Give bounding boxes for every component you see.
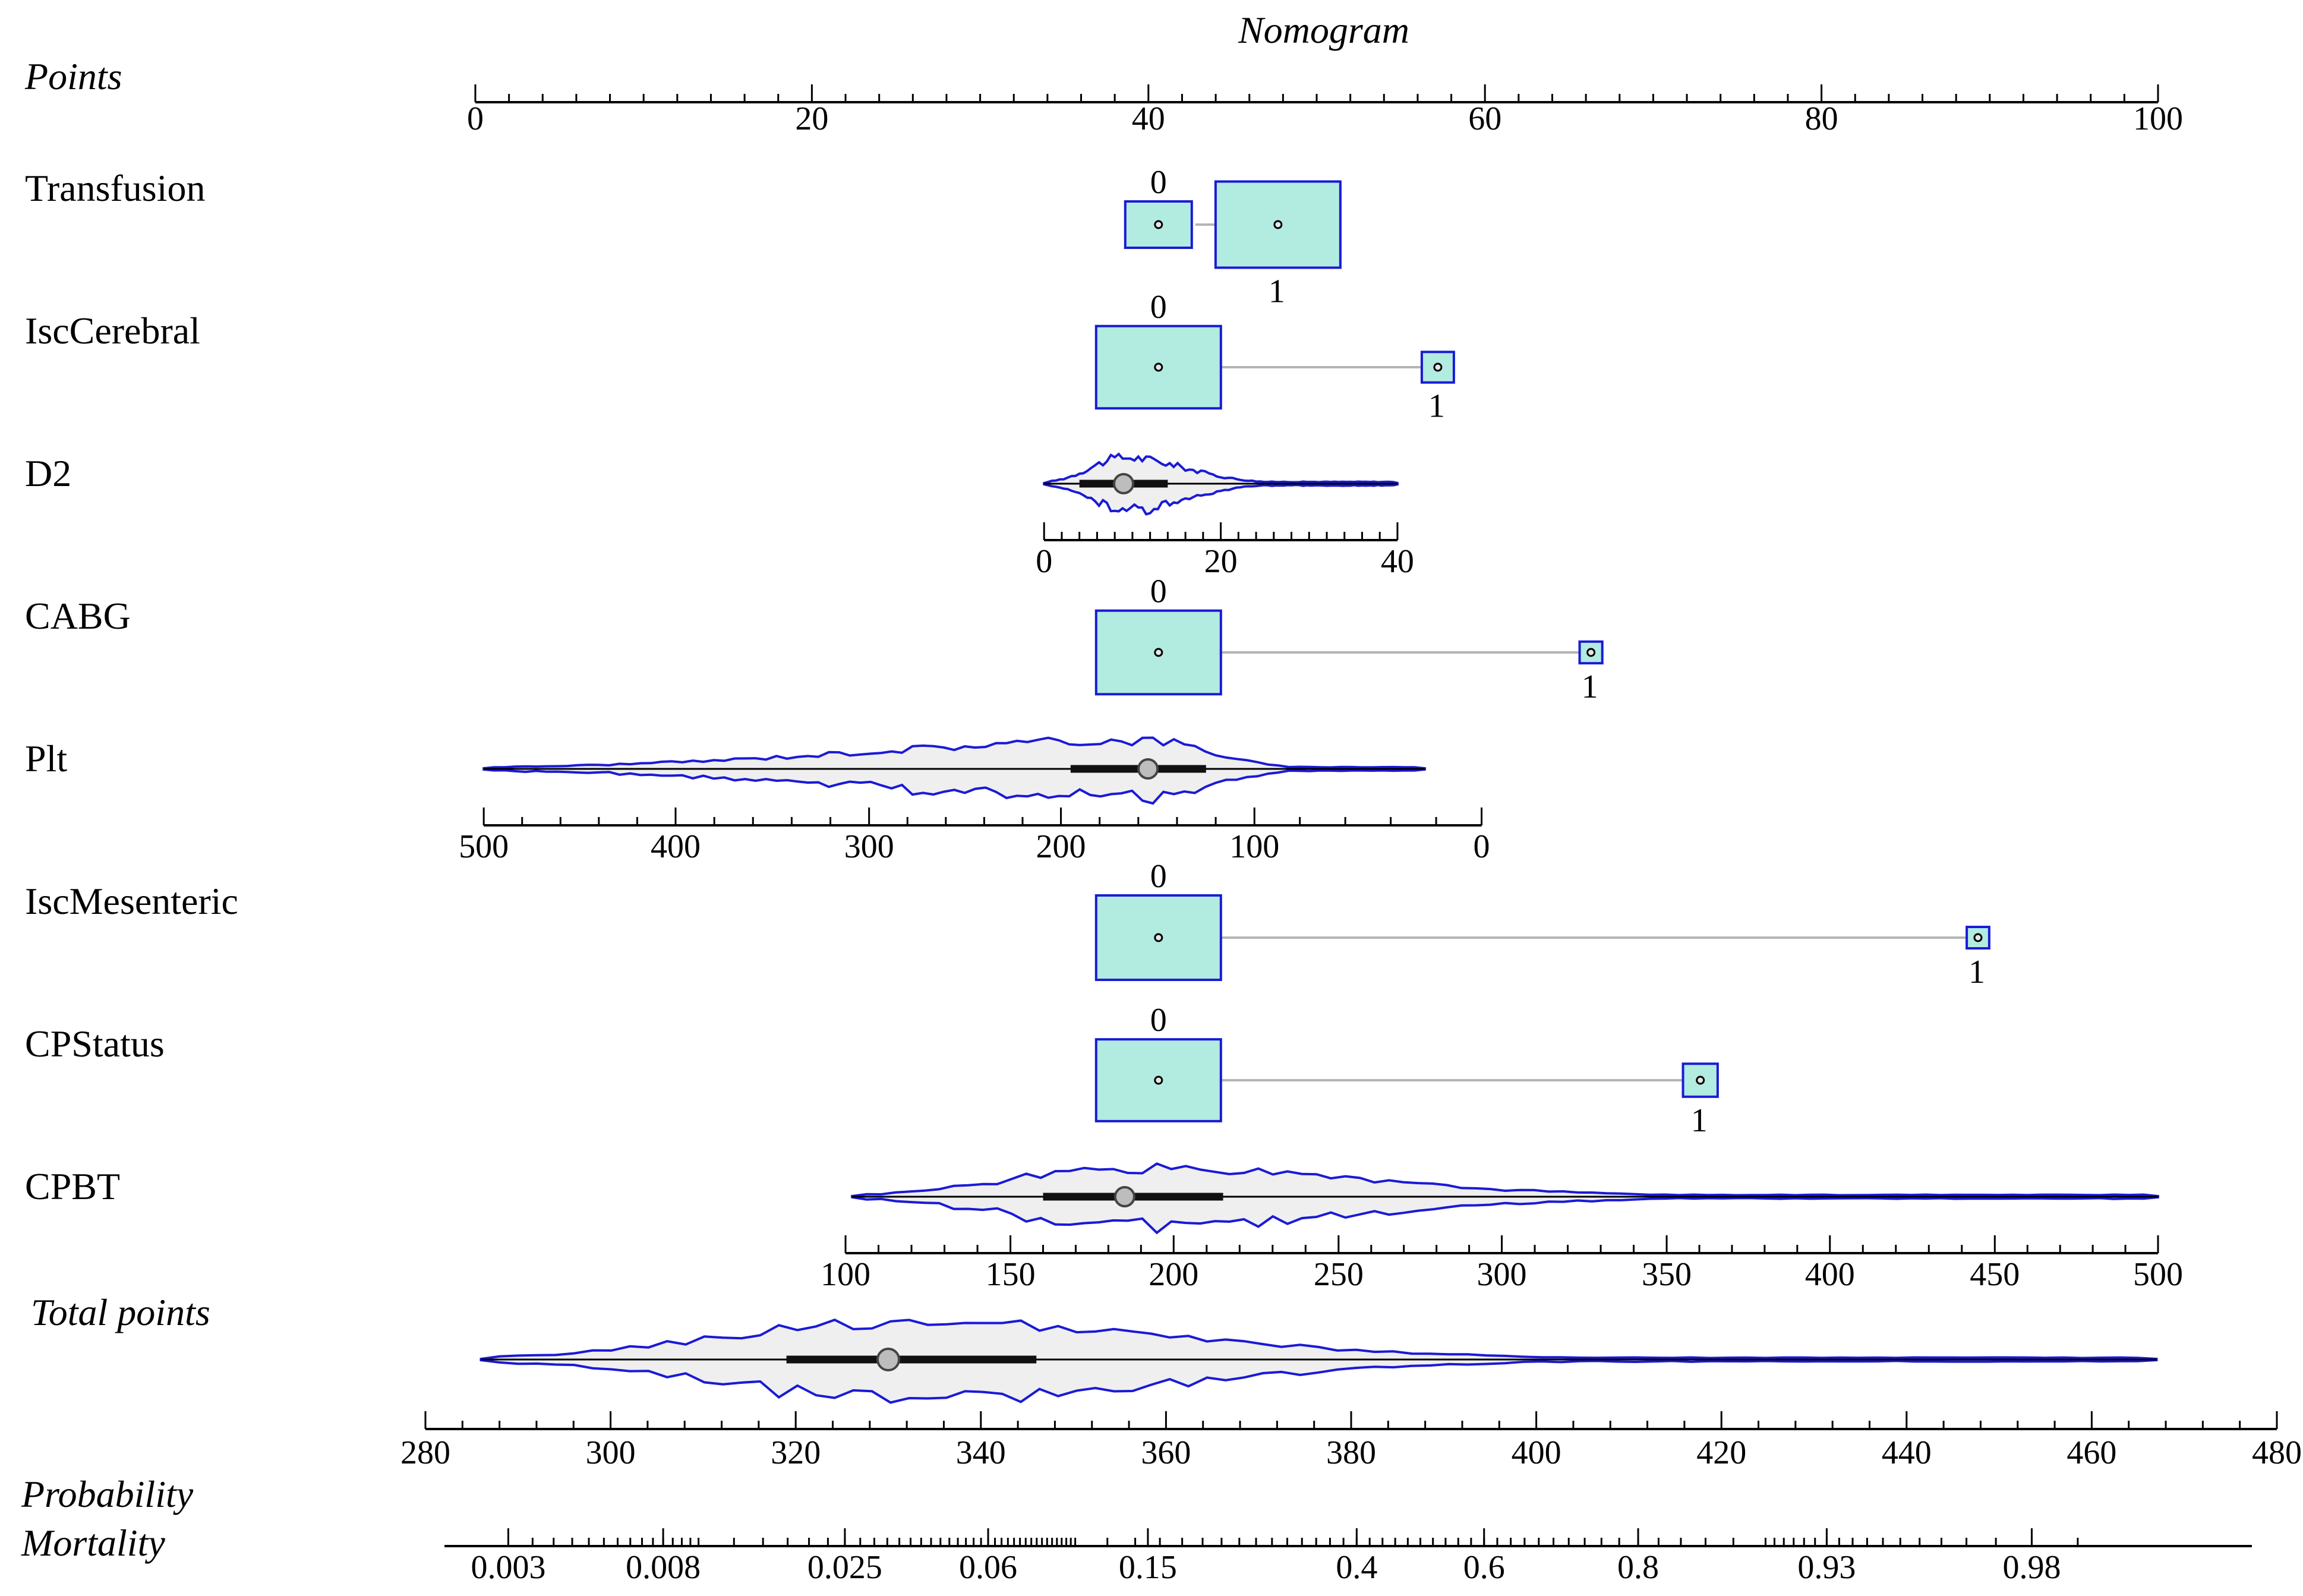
total-points-tick-label: 340 bbox=[956, 1434, 1006, 1471]
transfusion-dot-0 bbox=[1154, 220, 1163, 229]
cpbt-axis-tick-label: 500 bbox=[2133, 1256, 2183, 1293]
variable-label-isccerebral: IscCerebral bbox=[25, 310, 200, 352]
probability-tick-label: 0.15 bbox=[1119, 1549, 1177, 1586]
isccerebral-level-label-0: 0 bbox=[1150, 289, 1167, 326]
plt-axis-tick-label: 200 bbox=[1036, 828, 1086, 865]
transfusion-level-label-0: 0 bbox=[1150, 164, 1167, 201]
total-points-tick-label: 440 bbox=[1882, 1434, 1932, 1471]
cpstatus-level-label-0: 0 bbox=[1150, 1002, 1167, 1039]
total-points-median bbox=[876, 1348, 900, 1371]
cpbt-axis-tick-label: 450 bbox=[1970, 1256, 2020, 1293]
cpbt-axis-tick-label: 400 bbox=[1805, 1256, 1855, 1293]
transfusion-level-label-1: 1 bbox=[1269, 273, 1285, 310]
cabg-dot-0 bbox=[1154, 648, 1163, 657]
plt-median bbox=[1137, 758, 1159, 780]
cpbt-axis-tick-label: 250 bbox=[1314, 1256, 1364, 1293]
points-axis-tick-label: 100 bbox=[2133, 100, 2183, 137]
cpstatus-level-label-1: 1 bbox=[1691, 1102, 1708, 1139]
points-axis-tick-label: 40 bbox=[1132, 100, 1165, 137]
probability-tick-label: 0.8 bbox=[1617, 1549, 1659, 1586]
variable-label-cabg: CABG bbox=[25, 595, 131, 637]
total-points-tick-label: 360 bbox=[1141, 1434, 1191, 1471]
isccerebral-dot-1 bbox=[1433, 362, 1443, 372]
points-axis-label: Points bbox=[24, 55, 122, 97]
cabg-level-label-1: 1 bbox=[1582, 668, 1598, 705]
points-axis-tick-label: 20 bbox=[795, 100, 828, 137]
cpstatus-dot-0 bbox=[1154, 1075, 1163, 1085]
total-points-tick-label: 280 bbox=[400, 1434, 450, 1471]
plt-axis-tick-label: 500 bbox=[459, 828, 509, 865]
probability-tick-label: 0.4 bbox=[1336, 1549, 1377, 1586]
probability-tick-label: 0.008 bbox=[626, 1549, 701, 1586]
d2-axis-tick-label: 40 bbox=[1381, 543, 1414, 580]
total-points-tick-label: 380 bbox=[1326, 1434, 1376, 1471]
probability-label-line2: Mortality bbox=[21, 1522, 165, 1564]
cpbt-axis-tick-label: 100 bbox=[821, 1256, 870, 1293]
iscmesenteric-box-1 bbox=[1966, 926, 1990, 950]
probability-tick-label: 0.6 bbox=[1463, 1549, 1505, 1586]
probability-tick-label: 0.06 bbox=[959, 1549, 1017, 1586]
probability-tick-label: 0.025 bbox=[807, 1549, 882, 1586]
iscmesenteric-dot-0 bbox=[1154, 933, 1163, 942]
cpstatus-dot-1 bbox=[1696, 1075, 1705, 1085]
variable-label-transfusion: Transfusion bbox=[25, 167, 205, 209]
d2-axis-tick-label: 0 bbox=[1036, 543, 1052, 580]
probability-tick-label: 0.003 bbox=[471, 1549, 545, 1586]
variable-label-cpstatus: CPStatus bbox=[25, 1023, 165, 1065]
d2-axis-tick-label: 20 bbox=[1204, 543, 1238, 580]
plt-violin bbox=[482, 736, 1426, 805]
iscmesenteric-level-label-0: 0 bbox=[1150, 858, 1167, 895]
iscmesenteric-dot-1 bbox=[1973, 933, 1983, 942]
isccerebral-dot-0 bbox=[1154, 362, 1163, 372]
total-points-label: Total points bbox=[31, 1291, 210, 1333]
plt-axis-tick-label: 100 bbox=[1229, 828, 1279, 865]
cpbt-axis-tick-label: 150 bbox=[986, 1256, 1036, 1293]
d2-median bbox=[1113, 473, 1135, 494]
points-axis-tick-label: 0 bbox=[467, 100, 484, 137]
cabg-level-label-0: 0 bbox=[1150, 573, 1167, 610]
isccerebral-level-label-1: 1 bbox=[1428, 388, 1445, 425]
total-points-tick-label: 460 bbox=[2067, 1434, 2116, 1471]
cabg-dot-1 bbox=[1586, 648, 1596, 657]
variable-label-cpbt: CPBT bbox=[25, 1165, 120, 1207]
probability-tick-label: 0.98 bbox=[2002, 1549, 2061, 1586]
total-points-violin bbox=[479, 1319, 2158, 1404]
iscmesenteric-level-label-1: 1 bbox=[1968, 954, 1985, 991]
cpbt-axis-tick-label: 300 bbox=[1477, 1256, 1527, 1293]
total-points-tick-label: 400 bbox=[1512, 1434, 1561, 1471]
total-points-tick-label: 300 bbox=[586, 1434, 636, 1471]
variable-label-d2: D2 bbox=[25, 452, 71, 494]
total-points-tick-label: 480 bbox=[2252, 1434, 2302, 1471]
transfusion-dot-1 bbox=[1273, 220, 1283, 229]
cpbt-axis-tick-label: 200 bbox=[1149, 1256, 1198, 1293]
chart-title: Nomogram bbox=[1238, 9, 1409, 51]
points-axis-tick-label: 60 bbox=[1468, 100, 1501, 137]
probability-tick-label: 0.93 bbox=[1797, 1549, 1856, 1586]
cpbt-axis-tick-label: 350 bbox=[1642, 1256, 1692, 1293]
points-axis-tick-label: 80 bbox=[1805, 100, 1838, 137]
cabg-box-0 bbox=[1094, 609, 1222, 696]
plt-axis-tick-label: 300 bbox=[844, 828, 894, 865]
cpbt-median bbox=[1113, 1186, 1135, 1207]
variable-label-iscmesenteric: IscMesenteric bbox=[25, 880, 238, 922]
plt-axis-tick-label: 400 bbox=[651, 828, 701, 865]
total-points-tick-label: 420 bbox=[1696, 1434, 1746, 1471]
variable-label-plt: Plt bbox=[25, 737, 67, 780]
plt-axis-tick-label: 0 bbox=[1474, 828, 1490, 865]
probability-label-line1: Probability bbox=[21, 1473, 194, 1515]
total-points-tick-label: 320 bbox=[771, 1434, 821, 1471]
